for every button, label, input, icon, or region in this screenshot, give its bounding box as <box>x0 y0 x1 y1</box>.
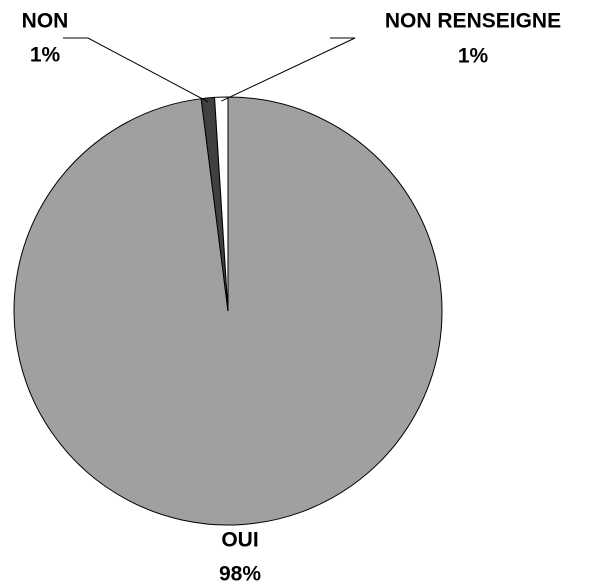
leader-line <box>63 37 209 103</box>
pie-slice <box>214 96 229 312</box>
slice-label: NON RENSEIGNE <box>385 10 561 33</box>
slice-label: NON <box>22 10 69 33</box>
slice-value-label: 1% <box>458 45 489 68</box>
slice-value-label: 98% <box>219 563 261 585</box>
slice-label: OUI <box>221 529 258 552</box>
leader-line <box>221 37 356 102</box>
slice-value-label: 1% <box>30 44 61 67</box>
